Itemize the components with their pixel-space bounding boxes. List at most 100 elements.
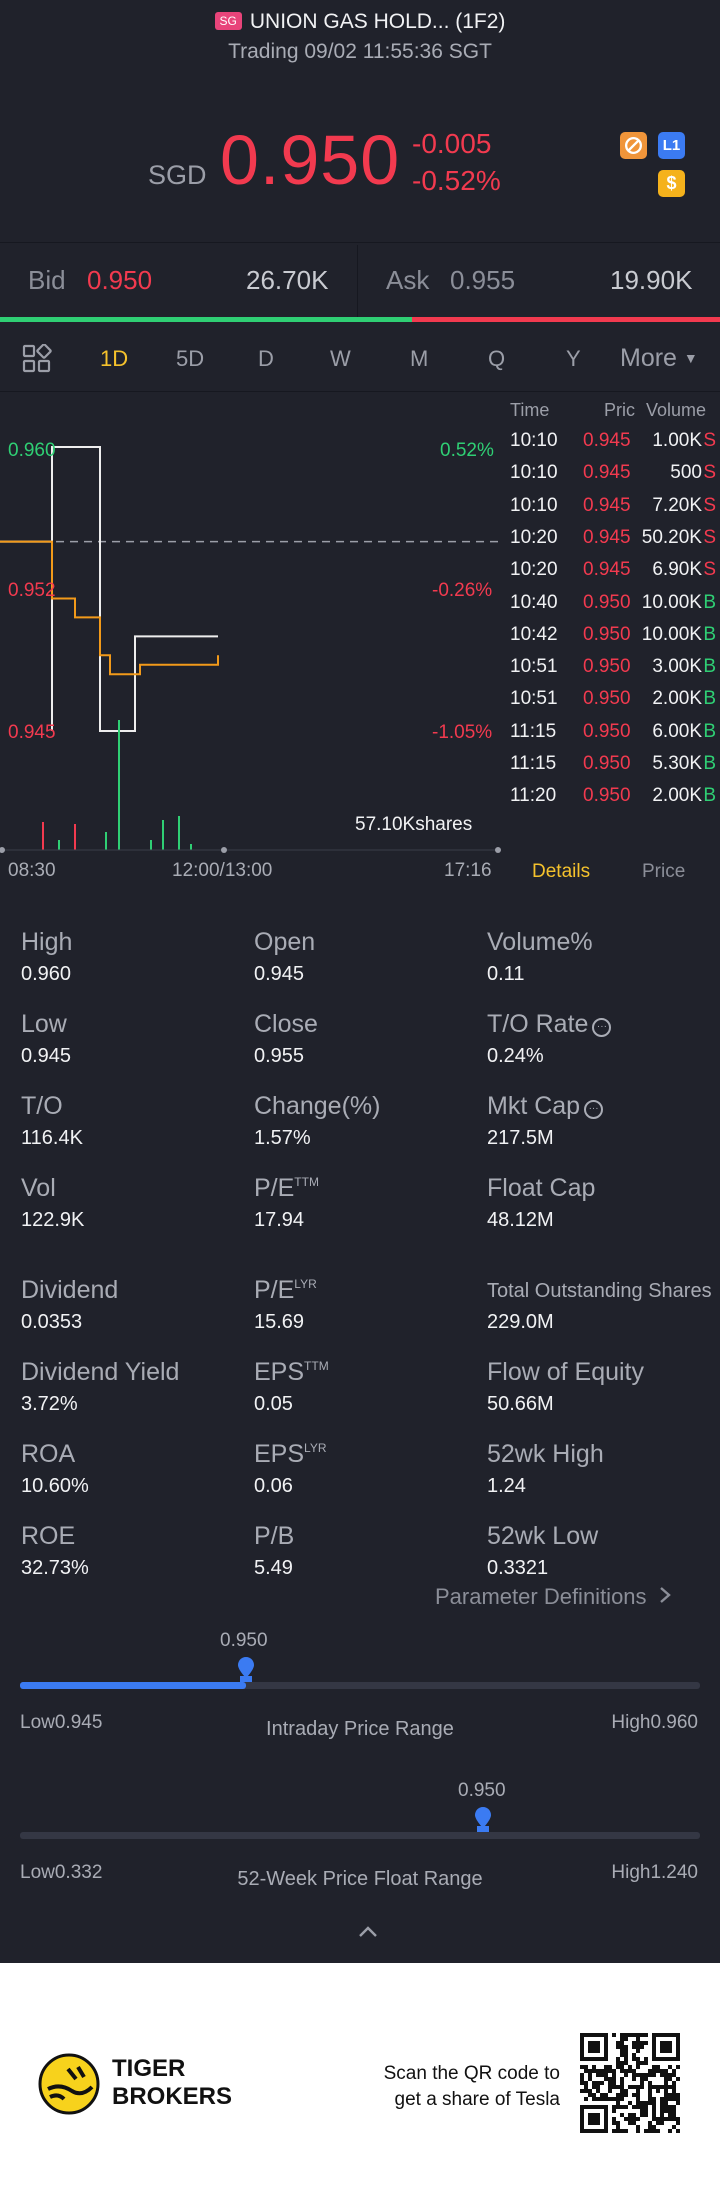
tab-y[interactable]: Y: [566, 346, 581, 371]
intraday-low: Low0.945: [20, 1712, 103, 1733]
stat-mkt-cap[interactable]: Mkt Cap ···: [487, 1092, 604, 1121]
qr-module: [580, 2073, 584, 2077]
trade-price: 0.945: [583, 526, 631, 548]
info-icon[interactable]: ···: [584, 1100, 604, 1119]
qr-module: [672, 2069, 676, 2073]
qr-module: [632, 2073, 636, 2077]
tab-q[interactable]: Q: [488, 346, 506, 371]
qr-module: [668, 2073, 672, 2077]
trade-row: 10:10 0.945 7.20K S: [508, 495, 720, 527]
qr-module: [648, 2125, 652, 2129]
stock-name: UNION GAS HOLD... (1F2): [249, 10, 506, 33]
qr-module: [644, 2077, 648, 2081]
layout-grid-icon[interactable]: [22, 343, 52, 379]
qr-module: [660, 2109, 664, 2113]
last-price: 0.950: [220, 121, 401, 199]
qr-module: [612, 2073, 616, 2077]
qr-module: [624, 2045, 628, 2049]
qr-module: [596, 2069, 600, 2073]
tab-m[interactable]: M: [410, 346, 429, 371]
qr-module: [616, 2121, 620, 2125]
trade-price: 0.945: [583, 494, 631, 516]
qr-module: [616, 2125, 620, 2129]
qr-module: [656, 2069, 660, 2073]
week52-current-label: 0.950: [458, 1780, 506, 1801]
parameter-definitions-link[interactable]: Parameter Definitions: [435, 1584, 671, 1610]
tab-d[interactable]: D: [258, 346, 274, 371]
stat-total-shares-label: Total Outstanding Shares: [487, 1280, 712, 1302]
qr-module: [640, 2033, 644, 2037]
qr-module: [648, 2081, 652, 2085]
qr-module: [620, 2045, 624, 2049]
trade-time: 10:20: [510, 526, 558, 548]
qr-module: [600, 2097, 604, 2101]
qr-module: [672, 2085, 676, 2089]
qr-module: [672, 2089, 676, 2093]
tab-price[interactable]: Price: [642, 861, 686, 882]
qr-module: [592, 2069, 596, 2073]
brand-name: TIGER BROKERS: [112, 2055, 232, 2111]
qr-module: [644, 2101, 648, 2105]
qr-module: [660, 2069, 664, 2073]
stat-close-label: Close: [254, 1010, 318, 1038]
tiger-logo-icon: [38, 2053, 100, 2120]
qr-module: [648, 2085, 652, 2089]
tab-5d[interactable]: 5D: [176, 346, 205, 371]
qr-module: [628, 2033, 632, 2037]
trade-price: 0.950: [583, 785, 631, 807]
qr-module: [664, 2077, 668, 2081]
info-icon[interactable]: ···: [592, 1018, 612, 1037]
qr-module: [672, 2081, 676, 2085]
stat-vol-value: 122.9K: [21, 1209, 85, 1231]
no-entry-icon[interactable]: [620, 132, 647, 159]
trade-row: 10:40 0.950 10.00K B: [508, 592, 720, 624]
axis-dot: [221, 847, 227, 853]
more-dropdown[interactable]: More ▼: [620, 344, 698, 373]
qr-module: [616, 2085, 620, 2089]
exchange-badge: SG: [214, 12, 242, 30]
stat-52wk-low-label: 52wk Low: [487, 1522, 599, 1550]
qr-module: [672, 2117, 676, 2121]
trading-status: Trading 09/02 11:55:36 SGT: [228, 40, 492, 63]
trade-row: 11:20 0.950 2.00K B: [508, 785, 720, 817]
bid-size: 26.70K: [246, 265, 329, 295]
tab-w[interactable]: W: [330, 346, 351, 371]
qr-module: [588, 2073, 592, 2077]
qr-module: [612, 2105, 616, 2109]
pct-label-mid: -0.26%: [432, 580, 493, 601]
qr-module: [620, 2061, 624, 2065]
brand-line-1: TIGER: [112, 2055, 186, 2082]
bid-ask-divider: [357, 245, 358, 317]
intraday-chart[interactable]: [0, 400, 505, 860]
tab-1d[interactable]: 1D: [100, 346, 129, 371]
qr-module: [592, 2085, 596, 2089]
trade-row: 10:42 0.950 10.00K B: [508, 624, 720, 656]
tab-details[interactable]: Details: [532, 861, 591, 882]
stat-pe-ttm-sup: TTM: [294, 1175, 319, 1189]
more-label: More: [620, 344, 677, 372]
dollar-icon[interactable]: $: [658, 170, 685, 197]
stat-52wk-high-label: 52wk High: [487, 1440, 604, 1468]
qr-module: [628, 2113, 632, 2117]
volume-bar: [74, 824, 76, 850]
qr-module: [584, 2097, 588, 2101]
trade-volume: 6.00K: [652, 720, 702, 742]
stat-change-pct-label: Change(%): [254, 1092, 381, 1120]
qr-module: [644, 2041, 648, 2045]
chevron-up-icon[interactable]: [358, 1924, 378, 1943]
qr-module: [628, 2065, 632, 2069]
level1-icon[interactable]: L1: [658, 132, 685, 159]
trade-row: 10:10 0.945 500 S: [508, 462, 720, 494]
trade-volume: 1.00K: [652, 430, 702, 451]
stat-open-value: 0.945: [254, 963, 305, 985]
qr-module: [612, 2121, 616, 2125]
trade-side: B: [703, 623, 716, 645]
stat-pe-lyr-value: 15.69: [254, 1311, 305, 1333]
qr-module: [620, 2089, 624, 2093]
stat-eps-lyr-label: EPS: [254, 1440, 305, 1468]
stat-to-rate[interactable]: T/O Rate ···: [487, 1010, 612, 1039]
qr-code-icon[interactable]: [580, 2033, 680, 2133]
bid-label: Bid: [28, 265, 66, 295]
stat-mkt-cap-label: Mkt Cap: [487, 1092, 581, 1120]
qr-module: [644, 2105, 648, 2109]
